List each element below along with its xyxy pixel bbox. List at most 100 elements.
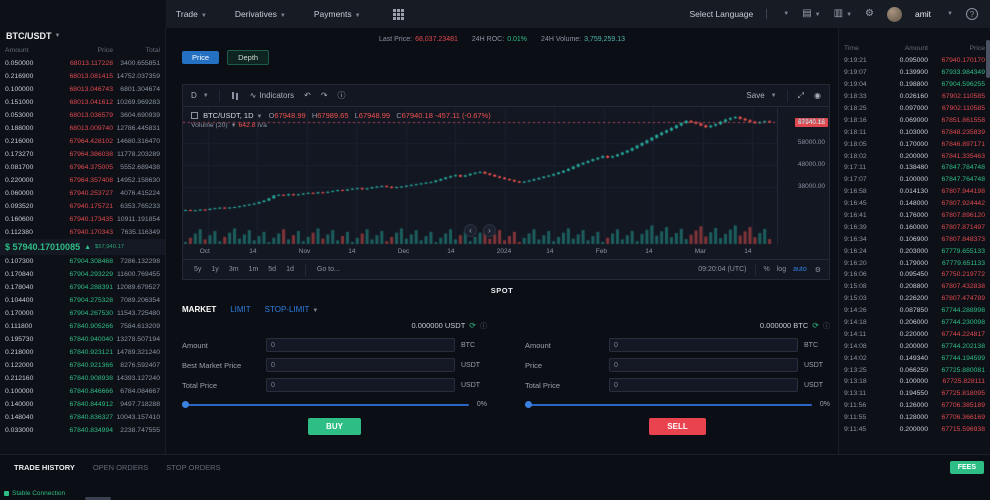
language-selector[interactable]: Select Language xyxy=(689,9,753,19)
orderbook-bid-row[interactable]: 0.14000067840.8449129497.718288 xyxy=(0,398,165,411)
orderbook-bid-row[interactable]: 0.12200067840.9213668276.592407 xyxy=(0,359,165,372)
refresh-icon[interactable]: ⟳ xyxy=(812,321,819,330)
axis-settings-icon[interactable]: ⚙ xyxy=(815,266,821,274)
vertical-scrollbar[interactable] xyxy=(986,40,990,78)
goto-button[interactable]: Go to... xyxy=(314,265,343,274)
trade-price: 67744.194599 xyxy=(928,355,985,362)
orderbook-ask-row[interactable]: 0.06000067940.2537274076.415224 xyxy=(0,187,165,200)
tab-price[interactable]: Price xyxy=(182,51,219,64)
sell-percent-slider[interactable] xyxy=(525,404,812,406)
tab-stop-orders[interactable]: STOP ORDERS xyxy=(166,463,220,472)
orderbook-bid-row[interactable]: 0.10440067904.2753287089.206354 xyxy=(0,294,165,307)
scale-button-auto[interactable]: auto xyxy=(793,266,807,273)
orderbook-ask-row[interactable]: 0.17327067964.38603811778.203289 xyxy=(0,148,165,161)
timeframe-button-1d[interactable]: 1d xyxy=(283,265,297,274)
orderbook-ask-row[interactable]: 0.21600067964.42810214680.316470 xyxy=(0,135,165,148)
tab-limit[interactable]: LIMIT xyxy=(230,305,250,314)
pair-selector[interactable]: BTC/USDT ▼ xyxy=(0,28,165,44)
gear-icon[interactable]: ⚙ xyxy=(865,9,874,19)
fees-button[interactable]: FEES xyxy=(950,461,984,474)
interval-button[interactable]: D▼ xyxy=(191,91,209,100)
trade-price: 67807.848373 xyxy=(928,236,985,243)
timeframe-group: 5y 1y 3m 1m5d 1d xyxy=(191,265,297,274)
orders-icon[interactable]: ▤▼ xyxy=(802,9,820,20)
save-button[interactable]: Save▼ xyxy=(746,91,776,100)
sell-amount-input[interactable] xyxy=(609,338,798,352)
scroll-left-button[interactable]: ‹ xyxy=(464,224,477,237)
help-icon[interactable]: ? xyxy=(966,8,978,20)
indicators-button[interactable]: ∿Indicators xyxy=(250,91,294,100)
orderbook-ask-row[interactable]: 0.18800068013.00974012786.445831 xyxy=(0,122,165,135)
orderbook-bid-row[interactable]: 0.11180067840.9052667584.613209 xyxy=(0,320,165,333)
tab-trade-history[interactable]: TRADE HISTORY xyxy=(14,463,75,472)
tab-market[interactable]: MARKET xyxy=(182,305,216,314)
fullscreen-icon[interactable]: ⤢ xyxy=(798,91,804,101)
clock-label[interactable]: 09:20:04 (UTC) xyxy=(698,266,746,273)
chart-plot[interactable]: BTC/USDT, 1D▼ O67948.99 H67989.65 L67948… xyxy=(183,108,777,245)
timeframe-button-5d[interactable]: 5d xyxy=(265,265,279,274)
buy-button[interactable]: BUY xyxy=(308,418,361,435)
sell-price-input[interactable] xyxy=(609,358,798,372)
avatar[interactable] xyxy=(887,7,902,22)
orderbook-bid-row[interactable]: 0.17000067904.26753011543.725480 xyxy=(0,307,165,320)
orderbook-ask-row[interactable]: 0.21690068013.08141514752.037359 xyxy=(0,70,165,83)
user-caret-icon[interactable]: ▼ xyxy=(947,11,953,17)
scroll-right-button[interactable]: › xyxy=(483,224,496,237)
slider-knob[interactable] xyxy=(525,401,532,408)
price-axis[interactable]: 67940.18 68000.0058000.0048000.0038000.0… xyxy=(777,108,829,245)
orderbook-bid-row[interactable]: 0.21216067840.90893814393.127240 xyxy=(0,372,165,385)
sell-button[interactable]: SELL xyxy=(649,418,705,435)
orderbook-bid-row[interactable]: 0.19573067840.94004013278.507194 xyxy=(0,333,165,346)
timeframe-button-1m[interactable]: 1m xyxy=(246,265,262,274)
scale-button-%[interactable]: % xyxy=(764,266,770,273)
menu-payments[interactable]: Payments▼ xyxy=(314,9,361,19)
orderbook-bid-row[interactable]: 0.14804067840.83632710043.157410 xyxy=(0,411,165,424)
orderbook-bid-row[interactable]: 0.21800067840.92312114789.321240 xyxy=(0,346,165,359)
trade-time: 9:18:25 xyxy=(844,105,880,112)
orderbook-bid-row[interactable]: 0.10730067904.3084687286.132298 xyxy=(0,255,165,268)
timeframe-button-3m[interactable]: 3m xyxy=(226,265,242,274)
menu-trade[interactable]: Trade▼ xyxy=(176,9,207,19)
apps-grid-icon[interactable] xyxy=(393,9,404,20)
orderbook-ask-row[interactable]: 0.09352067940.1757216353.765233 xyxy=(0,200,165,213)
info-icon[interactable]: ⓘ xyxy=(338,90,346,101)
timeframe-button-5y[interactable]: 5y xyxy=(191,265,204,274)
orderbook-bid-row[interactable]: 0.17084067904.29322911600.769455 xyxy=(0,268,165,281)
mid-price-row[interactable]: $ 57940.17010085 ▲ $57,940.17 xyxy=(0,239,165,255)
tab-open-orders[interactable]: OPEN ORDERS xyxy=(93,463,148,472)
tab-stop-limit[interactable]: STOP-LIMIT▼ xyxy=(265,305,319,314)
order-price: 67904.275328 xyxy=(53,297,113,304)
orderbook-bid-row[interactable]: 0.10000067840.8466666784.084667 xyxy=(0,385,165,398)
orderbook-ask-row[interactable]: 0.22000067964.35740814952.158630 xyxy=(0,174,165,187)
camera-icon[interactable]: ◉ xyxy=(814,91,821,100)
redo-icon[interactable]: ↷ xyxy=(321,91,328,100)
orderbook-ask-row[interactable]: 0.05000068013.1172283400.655851 xyxy=(0,57,165,70)
orderbook-ask-row[interactable]: 0.10000068013.0467436801.304674 xyxy=(0,83,165,96)
candle-style-icon[interactable] xyxy=(230,91,240,101)
time-axis[interactable]: Oct14Nov14Dec14202414Feb14Mar14 xyxy=(183,245,777,259)
wallet-icon[interactable]: ▥▼ xyxy=(834,9,852,20)
username[interactable]: amit xyxy=(915,9,931,19)
field-label: Best Market Price xyxy=(182,361,260,370)
orderbook-ask-row[interactable]: 0.08170067964.3750055552.689438 xyxy=(0,161,165,174)
orderbook-bid-row[interactable]: 0.17804067904.28839112089.679527 xyxy=(0,281,165,294)
orderbook-ask-row[interactable]: 0.11238067940.1703437635.116349 xyxy=(0,226,165,239)
trade-time: 9:14:08 xyxy=(844,343,880,350)
language-caret-icon[interactable]: ▼ xyxy=(783,11,789,17)
buy-price-input[interactable] xyxy=(266,358,455,372)
slider-knob[interactable] xyxy=(182,401,189,408)
undo-icon[interactable]: ↶ xyxy=(304,91,311,100)
timeframe-button-1y[interactable]: 1y xyxy=(208,265,221,274)
menu-derivatives[interactable]: Derivatives▼ xyxy=(235,9,286,19)
scale-button-log[interactable]: log xyxy=(777,266,786,273)
tab-depth[interactable]: Depth xyxy=(227,50,269,65)
orderbook-ask-row[interactable]: 0.15100068013.04161210269.969283 xyxy=(0,96,165,109)
orderbook-ask-row[interactable]: 0.16060067940.17343510911.191854 xyxy=(0,213,165,226)
buy-amount-input[interactable] xyxy=(266,338,455,352)
refresh-icon[interactable]: ⟳ xyxy=(469,321,476,330)
buy-percent-slider[interactable] xyxy=(182,404,469,406)
buy-total-input[interactable] xyxy=(266,378,455,392)
orderbook-ask-row[interactable]: 0.05300068013.0365793604.690939 xyxy=(0,109,165,122)
sell-total-input[interactable] xyxy=(609,378,798,392)
orderbook-bid-row[interactable]: 0.03300067840.8349942238.747555 xyxy=(0,424,165,437)
